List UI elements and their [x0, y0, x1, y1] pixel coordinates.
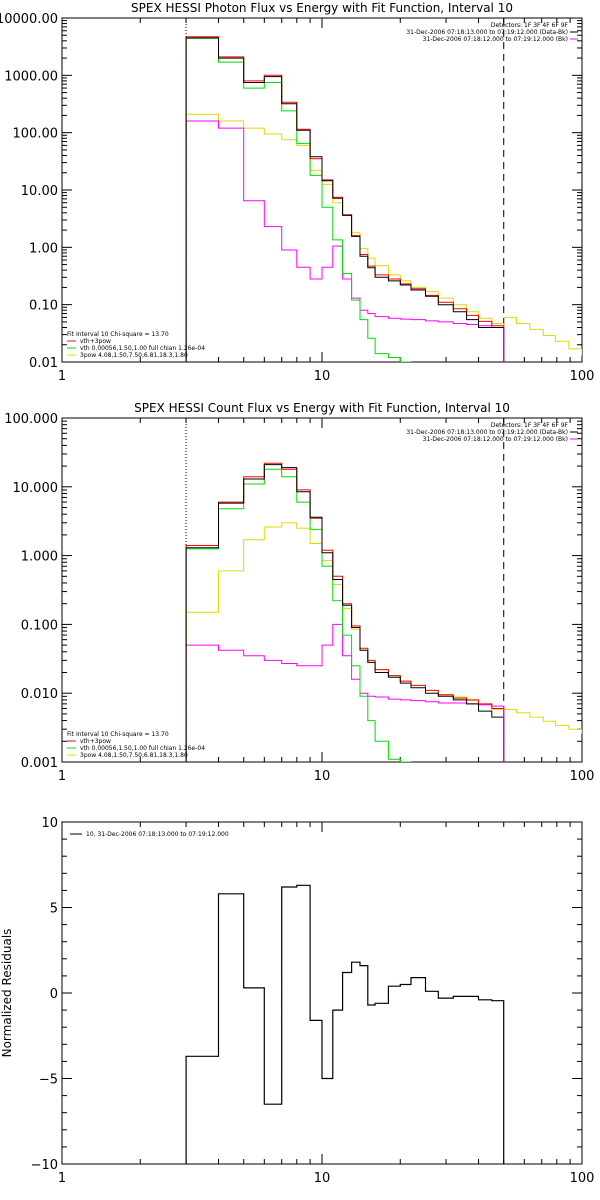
y-tick-label: 1.00 [29, 241, 58, 256]
x-tick-label: 10 [314, 769, 331, 784]
legend-top-entry: Detectors: 1F 3F 4F 6F 9F [491, 422, 569, 429]
legend-bottom-entry: 3pow 4.08,1.50,7.50,6.81,18.3,1.80 [80, 352, 188, 359]
legend-bottom-entry: vth+3pow [80, 738, 111, 745]
plot-area-0 [185, 18, 582, 362]
series-vth-histogram [185, 37, 412, 362]
y-tick-label: 1000.00 [4, 69, 58, 84]
y-tick-label: 0.001 [21, 756, 58, 771]
y-tick-label: 0.01 [29, 356, 58, 371]
x-tick-label: 100 [570, 1171, 595, 1186]
legend-bottom-entry: Fit Interval 10 Chi-square = 13.70 [67, 731, 169, 738]
plot-area-2 [185, 884, 505, 1164]
legend-bottom-entry: Fit Interval 10 Chi-square = 13.70 [67, 331, 169, 338]
y-tick-label: 10 [41, 816, 58, 831]
legend-top-entry: 31-Dec-2006 07:18:13.000 to 07:19:12.000… [406, 29, 568, 36]
legend-top-entry: 31-Dec-2006 07:18:12.000 to 07:19:12.000… [423, 36, 568, 43]
legend-top-entry: Detectors: 1F 3F 4F 6F 9F [491, 22, 569, 29]
legend-entry: 10. 31-Dec-2006 07:18:13.000 to 07:19:12… [86, 831, 229, 838]
series-pow-tail [503, 316, 582, 356]
legend-bottom-entry: vth+3pow [80, 338, 111, 345]
series-bk-histogram [185, 623, 505, 762]
x-tick-label: 1 [58, 1171, 66, 1186]
residuals-histogram [185, 884, 505, 1164]
y-tick-label: 100.000 [4, 412, 58, 427]
series-data-histogram [185, 37, 505, 362]
y-tick-label: 10.000 [13, 481, 59, 496]
y-tick-label: −5 [39, 1073, 58, 1088]
y-tick-label: 0.100 [21, 618, 58, 633]
y-tick-label: 100.00 [13, 127, 59, 142]
x-tick-label: 1 [58, 369, 66, 384]
series-pow-histogram [185, 522, 505, 762]
x-tick-label: 100 [570, 769, 595, 784]
y-tick-label: 0.10 [29, 299, 58, 314]
legend-bottom-entry: 3pow 4.08,1.50,7.50,6.81,18.3,1.80 [80, 752, 188, 759]
series-bk-histogram [185, 120, 505, 362]
y-tick-label: 0 [50, 987, 58, 1002]
x-tick-label: 100 [570, 369, 595, 384]
series-vth-histogram [185, 468, 412, 762]
y-tick-label: 5 [50, 902, 58, 917]
legend-top-entry: 31-Dec-2006 07:18:12.000 to 07:19:12.000… [423, 436, 568, 443]
x-tick-label: 1 [58, 769, 66, 784]
legend-top-entry: 31-Dec-2006 07:18:13.000 to 07:19:12.000… [406, 429, 568, 436]
y-tick-label: 0.010 [21, 687, 58, 702]
y-axis-label: Normalized Residuals [0, 929, 14, 1058]
legend-bottom-entry: vth 0.00056,1.50,1.00 full chian 1.26e-0… [80, 745, 205, 752]
plot-area-1 [185, 418, 582, 762]
series-total-histogram [185, 36, 505, 362]
legend-bottom-entry: vth 0.00056,1.50,1.00 full chian 1.26e-0… [80, 345, 205, 352]
series-pow-histogram [185, 113, 505, 362]
chart-title: SPEX HESSI Count Flux vs Energy with Fit… [134, 401, 510, 415]
y-tick-label: 10.00 [21, 184, 58, 199]
x-tick-label: 10 [314, 1171, 331, 1186]
y-tick-label: 1.000 [21, 550, 58, 565]
series-total-histogram [185, 462, 505, 762]
series-pow-tail [503, 709, 582, 734]
y-tick-label: −10 [31, 1158, 58, 1173]
series-data-histogram [185, 464, 505, 762]
chart-title: SPEX HESSI Photon Flux vs Energy with Fi… [131, 1, 513, 15]
y-tick-label: 10000.00 [0, 12, 58, 27]
x-tick-label: 10 [314, 369, 331, 384]
